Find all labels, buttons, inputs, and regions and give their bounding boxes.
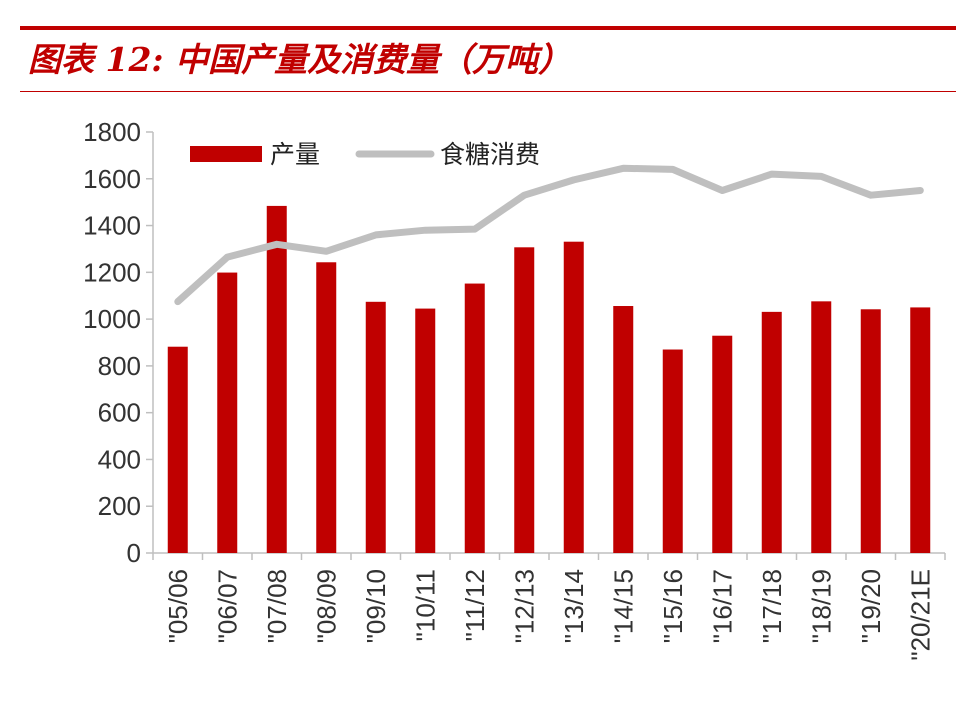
y-tick-label: 400 <box>98 444 141 474</box>
bar-production <box>712 335 733 553</box>
x-tick-label: "16/17 <box>707 569 737 643</box>
bar-production <box>563 241 584 553</box>
title-bottom-rule <box>20 91 956 92</box>
bar-production <box>761 311 782 553</box>
line-consumption <box>174 164 924 306</box>
y-tick-label: 1200 <box>83 257 141 287</box>
x-tick-label: "18/19 <box>806 569 836 643</box>
x-tick-label: "17/18 <box>757 569 787 643</box>
x-tick-label: "11/12 <box>460 569 490 641</box>
x-tick-label: "20/21E <box>905 569 935 661</box>
x-tick-label: "12/13 <box>509 569 539 643</box>
x-tick-label: "14/15 <box>608 569 638 643</box>
bar-production <box>613 306 634 553</box>
bar-series-production <box>167 205 931 554</box>
y-tick-label: 1400 <box>83 211 141 241</box>
bar-production <box>266 205 287 554</box>
x-axis: "05/06 "06/07 "07/08 "08/09 "09/10 "10/11 "11/… <box>152 552 946 661</box>
y-tick-label: 1600 <box>83 164 141 194</box>
legend-swatch-production <box>190 146 262 162</box>
bar-production <box>167 346 188 553</box>
bar-production <box>910 307 931 553</box>
bar-production <box>662 349 683 553</box>
y-tick-label: 800 <box>98 351 141 381</box>
line-series-consumption <box>174 164 924 306</box>
legend: 产量 食糖消费 <box>190 140 540 169</box>
y-tick-label: 1800 <box>83 117 141 147</box>
y-tick-label: 1000 <box>83 304 141 334</box>
bar-production <box>860 309 881 553</box>
x-tick-label: "07/08 <box>262 569 292 643</box>
y-tick-label: 600 <box>98 398 141 428</box>
x-tick-label: "19/20 <box>856 569 886 643</box>
x-tick-label: "13/14 <box>559 569 589 643</box>
title-top-rule <box>20 26 956 30</box>
legend-label-production: 产量 <box>270 140 320 169</box>
chart-title: 图表 12: 中国产量及消费量（万吨） <box>28 40 572 79</box>
y-axis: 0 200 400 600 800 1000 1200 1400 1600 1800 <box>83 117 154 568</box>
bar-production <box>811 301 832 553</box>
bar-production <box>514 247 535 553</box>
x-tick-label: "10/11 <box>410 569 440 641</box>
x-tick-label: "08/09 <box>311 569 341 643</box>
x-tick-label: "15/16 <box>658 569 688 643</box>
y-tick-label: 200 <box>98 491 141 521</box>
y-tick-label: 0 <box>127 538 141 568</box>
bar-production <box>217 272 238 553</box>
x-tick-label: "09/10 <box>361 569 391 643</box>
bar-production <box>316 262 337 553</box>
legend-label-consumption: 食糖消费 <box>440 140 540 169</box>
bar-production <box>365 301 386 553</box>
bar-production <box>415 308 436 553</box>
bar-production <box>464 283 485 553</box>
x-tick-label: "06/07 <box>212 569 242 643</box>
x-tick-label: "05/06 <box>163 569 193 643</box>
